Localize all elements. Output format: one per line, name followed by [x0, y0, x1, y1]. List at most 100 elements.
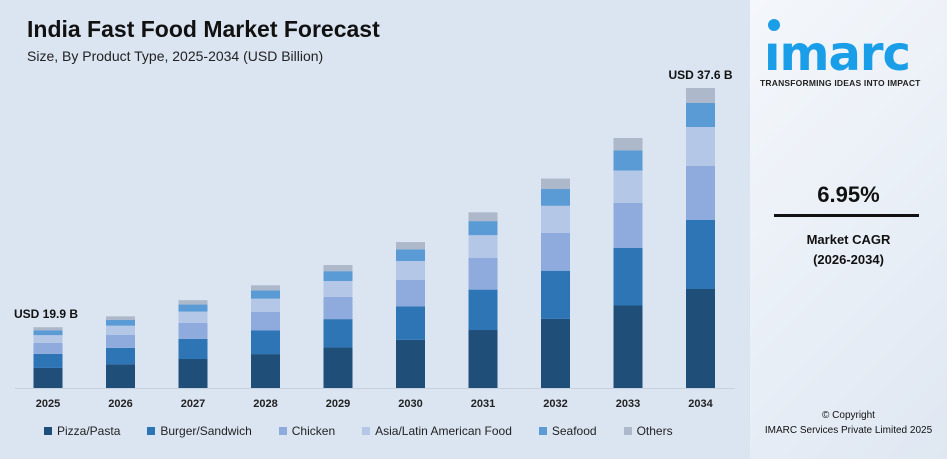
chart-subtitle: Size, By Product Type, 2025-2034 (USD Bi…	[27, 48, 324, 64]
bar-segment-pizza-pasta	[396, 339, 425, 388]
bar-segment-seafood	[323, 271, 353, 282]
legend-item: Seafood	[538, 424, 597, 438]
x-tick-label: 2025	[36, 398, 60, 410]
legend-label: Burger/Sandwich	[160, 424, 252, 438]
bar-segment-chicken	[613, 203, 643, 248]
legend-item: Others	[623, 424, 673, 438]
bar-segment-burger-sandwich	[541, 270, 570, 319]
bar-segment-asia-latin-american-food	[106, 325, 135, 335]
bar-segment-chicken	[396, 280, 425, 307]
company-name: IMARC Services Private Limited 2025	[764, 425, 933, 436]
bar-segment-pizza-pasta	[686, 289, 715, 388]
x-tick-label: 2032	[543, 398, 567, 410]
bar-segment-chicken	[178, 323, 208, 339]
cagr-value: 6.95%	[817, 182, 880, 207]
bar-segment-seafood	[468, 221, 498, 236]
bar-segment-seafood	[686, 103, 715, 127]
bar-segment-asia-latin-american-food	[33, 335, 63, 343]
bar-segment-chicken	[251, 312, 280, 331]
x-tick-label: 2034	[688, 398, 713, 410]
bar-segment-asia-latin-american-food	[468, 235, 498, 258]
bar-segment-seafood	[613, 150, 643, 171]
bar-segment-seafood	[541, 189, 570, 206]
bar-segment-others	[33, 327, 63, 331]
bar-segment-others	[468, 212, 498, 222]
bar-segment-burger-sandwich	[33, 353, 63, 368]
legend-label: Others	[636, 424, 673, 438]
bar-segment-asia-latin-american-food	[541, 205, 570, 233]
bar-segment-chicken	[686, 166, 715, 220]
legend-swatch	[362, 427, 371, 435]
legend: Pizza/Pasta Burger/Sandwich Chicken Asia/La…	[44, 424, 700, 438]
bar-segment-pizza-pasta	[541, 318, 570, 388]
legend-swatch	[44, 427, 52, 435]
bar-segment-pizza-pasta	[251, 354, 280, 388]
legend-item: Chicken	[278, 424, 336, 438]
bar-segment-seafood	[396, 249, 425, 262]
bar-segment-others	[106, 316, 135, 320]
bar-segment-pizza-pasta	[323, 347, 353, 388]
bar-segment-chicken	[468, 258, 498, 290]
data-label-last: USD 37.6 B	[668, 68, 732, 82]
bar-segment-seafood	[251, 290, 280, 299]
svg-text:ımarc: ımarc	[764, 26, 910, 78]
bar-segment-seafood	[33, 330, 63, 336]
bar-segment-others	[686, 88, 715, 103]
legend-swatch	[538, 427, 547, 435]
bar-segment-others	[178, 300, 208, 305]
legend-swatch	[147, 427, 156, 435]
x-tick-label: 2030	[398, 398, 422, 410]
bar-segment-asia-latin-american-food	[396, 261, 425, 280]
bar-segment-seafood	[106, 319, 135, 326]
tagline: TRANSFORMING IDEAS INTO IMPACT	[760, 78, 921, 88]
bar-segment-pizza-pasta	[468, 330, 498, 388]
bar-segment-burger-sandwich	[396, 306, 425, 340]
bar-segment-pizza-pasta	[33, 367, 63, 388]
bar-segment-pizza-pasta	[106, 364, 135, 388]
cagr-period: (2026-2034)	[813, 252, 884, 267]
bar-segment-others	[541, 178, 570, 190]
bar-segment-pizza-pasta	[613, 305, 643, 388]
legend-label: Seafood	[551, 424, 597, 438]
bar-segment-others	[251, 285, 280, 291]
bar-segment-asia-latin-american-food	[251, 298, 280, 312]
bar-segment-burger-sandwich	[323, 319, 353, 348]
bar-segment-seafood	[178, 304, 208, 312]
copyright: © Copyright	[822, 410, 875, 421]
legend-label: Chicken	[291, 424, 336, 438]
bar-segment-asia-latin-american-food	[323, 281, 353, 297]
chart-title: India Fast Food Market Forecast	[27, 16, 380, 42]
bar-segment-chicken	[33, 343, 63, 354]
x-tick-label: 2028	[253, 398, 277, 410]
imarc-logo: ımarc	[764, 19, 911, 78]
legend-item: Asia/Latin American Food	[362, 424, 512, 438]
chart-area: India Fast Food Market Forecast Size, By…	[0, 0, 750, 459]
x-tick-label: 2031	[471, 398, 495, 410]
legend-item: Burger/Sandwich	[147, 424, 252, 438]
x-tick-label: 2026	[108, 398, 132, 410]
bar-segment-burger-sandwich	[178, 338, 208, 360]
bar-chart: 2025 USD 19.9 B 2026 2027 2028 2029 2030 2031 20…	[14, 68, 735, 410]
x-tick-label: 2029	[326, 398, 350, 410]
bar-segment-burger-sandwich	[613, 248, 643, 306]
legend-label: Asia/Latin American Food	[375, 424, 512, 438]
bar-segment-pizza-pasta	[178, 359, 208, 388]
data-label-first: USD 19.9 B	[14, 307, 78, 321]
bar-segment-chicken	[323, 297, 353, 320]
legend-swatch	[623, 427, 632, 435]
cagr-label: Market CAGR	[806, 232, 891, 247]
divider	[774, 214, 919, 217]
bar-segment-others	[323, 265, 353, 272]
bar-segment-chicken	[541, 233, 570, 271]
bar-segment-burger-sandwich	[468, 289, 498, 331]
bar-segment-burger-sandwich	[251, 330, 280, 355]
x-tick-label: 2033	[616, 398, 640, 410]
bar-segment-chicken	[106, 335, 135, 348]
bar-segment-others	[396, 242, 425, 250]
bar-segment-asia-latin-american-food	[613, 170, 643, 203]
bar-segment-asia-latin-american-food	[178, 311, 208, 323]
legend-item: Pizza/Pasta	[44, 424, 120, 438]
legend-label: Pizza/Pasta	[57, 424, 121, 438]
bar-segment-others	[613, 138, 643, 151]
side-panel: ımarc TRANSFORMING IDEAS INTO IMPACT 6.9…	[750, 0, 947, 459]
